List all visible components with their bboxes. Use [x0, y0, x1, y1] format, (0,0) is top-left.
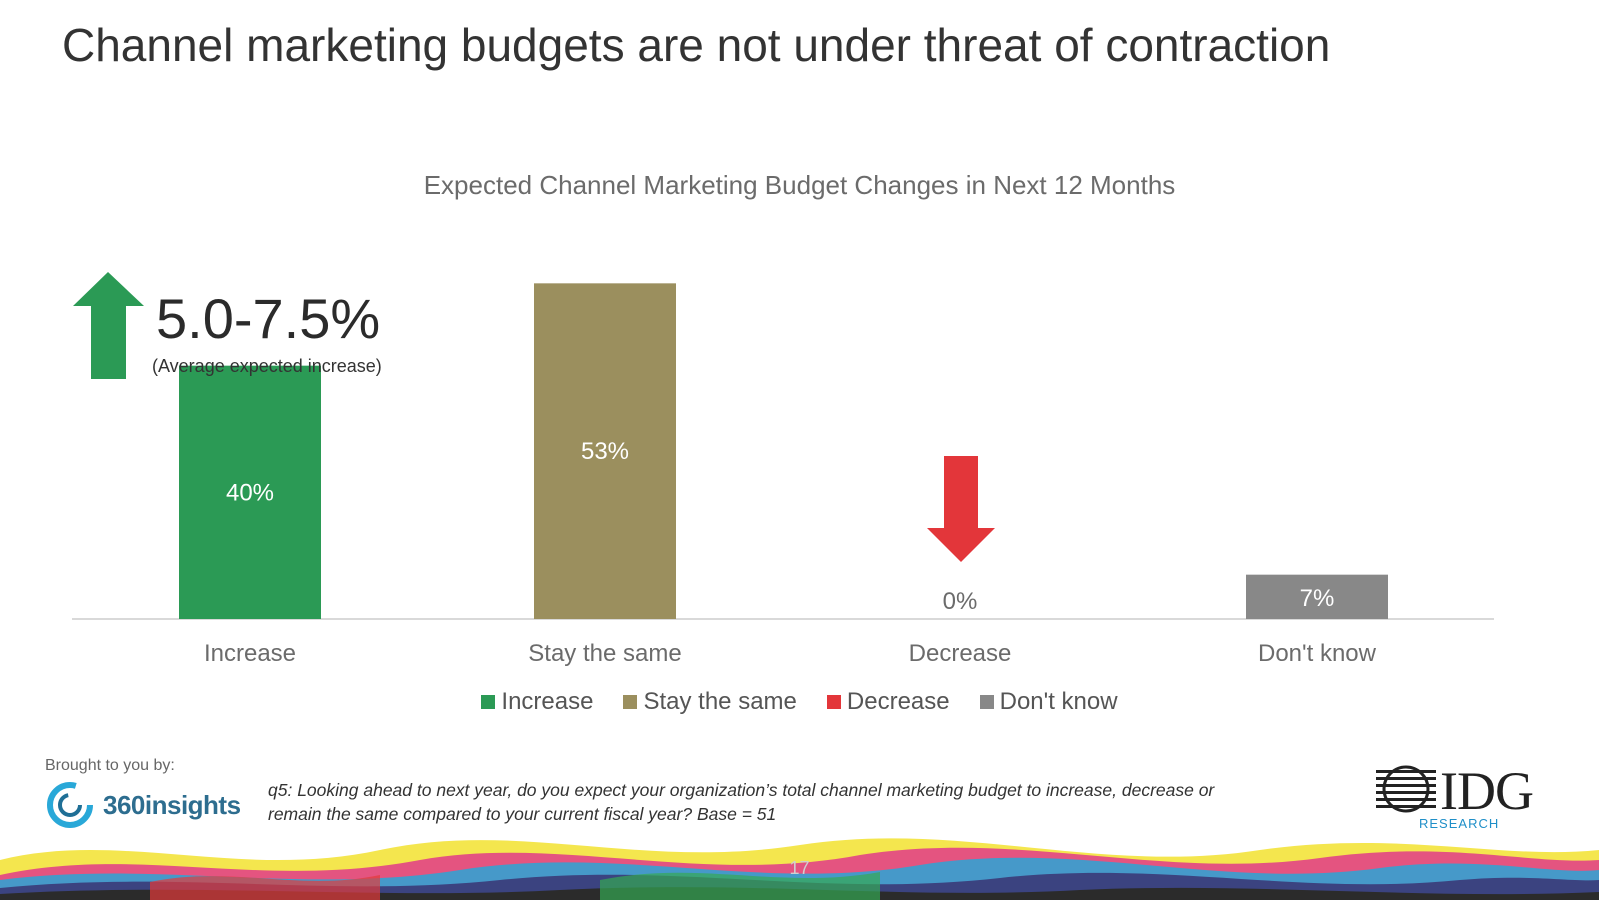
average-increase-value: 5.0-7.5% [156, 287, 381, 350]
legend-item-decrease: Decrease [826, 688, 950, 716]
legend-swatch-increase [481, 695, 496, 709]
data-label-stay-the-same: 53% [581, 438, 629, 465]
brought-to-you-by: Brought to you by: [45, 757, 175, 774]
up-arrow-icon [73, 272, 144, 379]
average-increase-note: (Average expected increase) [152, 356, 382, 376]
sponsor-name: 360insights [103, 789, 241, 820]
data-label-don-t-know: 7% [1300, 585, 1335, 612]
idg-brand: IDG [1440, 761, 1534, 821]
legend-swatch-decrease [826, 695, 841, 709]
category-label-increase: Increase [204, 640, 296, 667]
data-label-increase: 40% [226, 479, 274, 506]
idg-globe-icon [1376, 765, 1436, 813]
360insights-logo-icon [47, 782, 93, 828]
legend-label-increase: Increase [501, 688, 594, 715]
category-label-don-t-know: Don't know [1258, 640, 1377, 667]
slide-title: Channel marketing budgets are not under … [62, 19, 1331, 71]
page-number: 17 [789, 858, 810, 878]
bar-don-t-know [1246, 574, 1388, 619]
question-footnote: q5: Looking ahead to next year, do you e… [268, 780, 1215, 824]
legend-swatch-dont-know [979, 695, 994, 709]
category-label-decrease: Decrease [909, 640, 1012, 667]
category-label-stay-the-same: Stay the same [528, 640, 681, 667]
decorative-waves [0, 838, 1599, 900]
data-label-decrease: 0% [943, 588, 978, 615]
legend-item-dont-know: Don't know [979, 688, 1118, 716]
legend-label-decrease: Decrease [846, 688, 950, 715]
idg-research-label: RESEARCH [1419, 816, 1500, 831]
legend-item-stay-the-same: Stay the same [623, 688, 797, 716]
legend-label-dont-know: Don't know [999, 688, 1118, 715]
down-arrow-icon [927, 456, 995, 562]
bar-stay-the-same [534, 283, 676, 619]
sponsor-logo: 360insights [45, 780, 241, 830]
chart-title: Expected Channel Marketing Budget Change… [423, 170, 1176, 200]
chart-legend: Increase Stay the same Decrease Don't kn… [0, 688, 1599, 716]
legend-item-increase: Increase [481, 688, 593, 716]
legend-label-stay-the-same: Stay the same [643, 688, 797, 715]
bar-increase [179, 365, 321, 619]
legend-swatch-stay-the-same [623, 695, 638, 709]
